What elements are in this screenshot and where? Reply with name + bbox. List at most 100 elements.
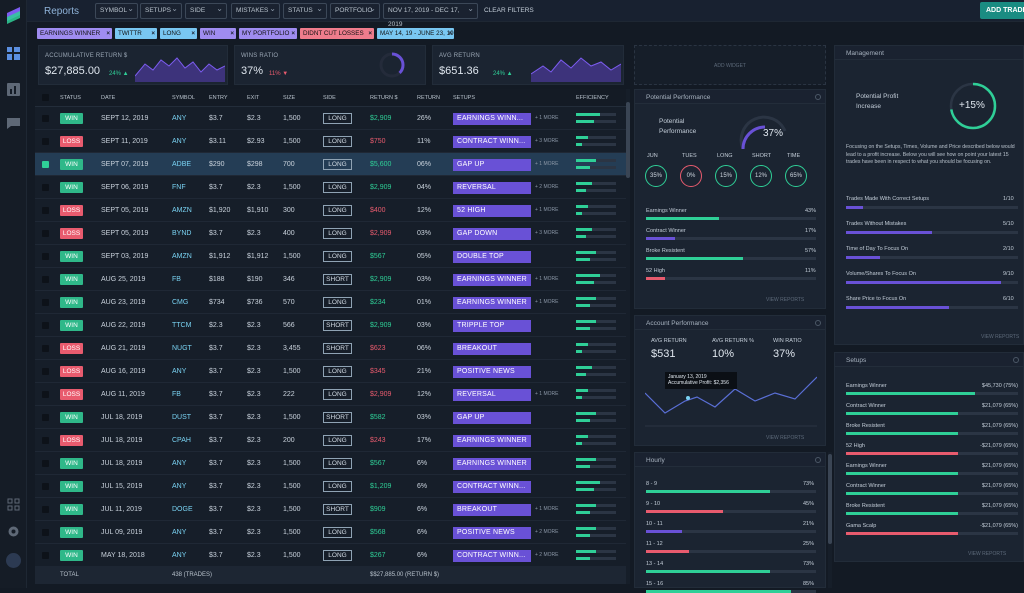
- dashboard-icon[interactable]: [7, 47, 20, 60]
- col-side[interactable]: SIDE: [323, 95, 336, 101]
- more-setups-link[interactable]: + 1 MORE: [535, 115, 559, 121]
- filter-portfolio[interactable]: PORTFOLIO: [330, 2, 380, 19]
- filter-chip[interactable]: TWITTR ×: [115, 28, 157, 39]
- trade-symbol[interactable]: TTCM: [172, 322, 192, 329]
- col-date[interactable]: DATE: [101, 95, 116, 101]
- trade-symbol[interactable]: FB: [172, 391, 181, 398]
- table-row[interactable]: LOSS SEPT 05, 2019 BYND $3.7 $2.3 400 LONG $2,9…: [35, 222, 626, 245]
- row-checkbox[interactable]: [42, 529, 49, 536]
- row-checkbox[interactable]: [42, 345, 49, 352]
- row-checkbox[interactable]: [42, 161, 49, 168]
- view-reports-link[interactable]: VIEW REPORTS: [766, 435, 805, 441]
- setup-tag[interactable]: POSITIVE NEWS: [453, 366, 531, 378]
- more-setups-link[interactable]: + 3 MORE: [535, 138, 559, 144]
- avatar[interactable]: [6, 553, 21, 568]
- setup-tag[interactable]: EARNINGS WINNER: [453, 435, 531, 447]
- setup-tag[interactable]: REVERSAL: [453, 389, 531, 401]
- filter-setups[interactable]: SETUPS: [140, 2, 182, 19]
- row-checkbox[interactable]: [42, 184, 49, 191]
- table-row[interactable]: WIN JUL 15, 2019 ANY $3.7 $2.3 1,500 LONG $1,20…: [35, 475, 626, 498]
- col-entry[interactable]: ENTRY: [209, 95, 228, 101]
- table-scrollbar[interactable]: [626, 89, 630, 584]
- filter-chip[interactable]: DIDNT CUT LOSSES ×: [300, 28, 374, 39]
- table-row[interactable]: WIN SEPT 06, 2019 FNF $3.7 $2.3 1,500 LONG $2,9…: [35, 176, 626, 199]
- trade-symbol[interactable]: ANY: [172, 483, 187, 490]
- row-checkbox[interactable]: [42, 322, 49, 329]
- row-checkbox[interactable]: [42, 552, 49, 559]
- add-widget-slot[interactable]: ADD WIDGET: [634, 45, 826, 85]
- setup-tag[interactable]: DOUBLE TOP: [453, 251, 531, 263]
- info-icon[interactable]: [815, 94, 821, 100]
- table-row[interactable]: WIN AUG 23, 2019 CMG $734 $736 570 LONG $234 01%…: [35, 291, 626, 314]
- close-icon[interactable]: ×: [230, 30, 234, 37]
- setup-tag[interactable]: GAP UP: [453, 159, 531, 171]
- col-exit[interactable]: EXIT: [247, 95, 260, 101]
- table-row[interactable]: WIN JUL 18, 2019 ANY $3.7 $2.3 1,500 LONG $567 6…: [35, 452, 626, 475]
- setup-tag[interactable]: BREAKOUT: [453, 343, 531, 355]
- setup-tag[interactable]: POSITIVE NEWS: [453, 527, 531, 539]
- row-checkbox[interactable]: [42, 138, 49, 145]
- row-checkbox[interactable]: [42, 483, 49, 490]
- more-setups-link[interactable]: + 1 MORE: [535, 506, 559, 512]
- setup-tag[interactable]: 52 HIGH: [453, 205, 531, 217]
- close-icon[interactable]: ×: [151, 30, 155, 37]
- table-row[interactable]: WIN AUG 25, 2019 FB $188 $190 346 SHORT $2,909 0…: [35, 268, 626, 291]
- chat-icon[interactable]: [7, 117, 20, 130]
- trade-symbol[interactable]: ANY: [172, 552, 187, 559]
- table-row[interactable]: WIN MAY 18, 2018 ANY $3.7 $2.3 1,500 LONG $267 6…: [35, 544, 626, 567]
- setup-tag[interactable]: EARNINGS WINNER: [453, 458, 531, 470]
- setup-tag[interactable]: CONTRACT WINN...: [453, 136, 531, 148]
- more-setups-link[interactable]: + 1 MORE: [535, 161, 559, 167]
- select-all-checkbox[interactable]: [42, 94, 49, 101]
- row-checkbox[interactable]: [42, 460, 49, 467]
- row-checkbox[interactable]: [42, 276, 49, 283]
- table-row[interactable]: WIN SEPT 12, 2019 ANY $3.7 $2.3 1,500 LONG $2,9…: [35, 107, 626, 130]
- table-row[interactable]: WIN SEPT 03, 2019 AMZN $1,912 $1,912 1,500 LON…: [35, 245, 626, 268]
- scroll-thumb[interactable]: [828, 454, 832, 544]
- info-icon[interactable]: [815, 457, 821, 463]
- table-row[interactable]: WIN JUL 11, 2019 DOGE $3.7 $2.3 1,500 SHORT $90…: [35, 498, 626, 521]
- table-row[interactable]: WIN AUG 22, 2019 TTCM $2.3 $2.3 566 SHORT $2,90…: [35, 314, 626, 337]
- filter-chip[interactable]: EARNINGS WINNER ×: [37, 28, 112, 39]
- trade-symbol[interactable]: ANY: [172, 368, 187, 375]
- table-row[interactable]: LOSS AUG 16, 2019 ANY $3.7 $2.3 1,500 LONG $345…: [35, 360, 626, 383]
- close-icon[interactable]: ×: [368, 30, 372, 37]
- trade-symbol[interactable]: ANY: [172, 115, 187, 122]
- filter-chip[interactable]: MAY 14, 19 - JUNE 23, 19 ×: [377, 28, 454, 39]
- col-symbol[interactable]: SYMBOL: [172, 95, 195, 101]
- table-row[interactable]: LOSS SEPT 11, 2019 ANY $3.11 $2.93 1,500 LONG $…: [35, 130, 626, 153]
- close-icon[interactable]: ×: [106, 30, 110, 37]
- add-trade-button[interactable]: ADD TRADE: [980, 2, 1024, 19]
- setup-tag[interactable]: REVERSAL: [453, 182, 531, 194]
- clear-filters-link[interactable]: CLEAR FILTERS: [484, 7, 534, 14]
- trade-symbol[interactable]: FNF: [172, 184, 186, 191]
- more-setups-link[interactable]: + 1 MORE: [535, 207, 559, 213]
- more-setups-link[interactable]: + 2 MORE: [535, 529, 559, 535]
- table-row[interactable]: WIN JUL 09, 2019 ANY $3.7 $2.3 1,500 LONG $568 6…: [35, 521, 626, 544]
- table-row[interactable]: WIN JUL 18, 2019 DUST $3.7 $2.3 1,500 SHORT $58…: [35, 406, 626, 429]
- trade-symbol[interactable]: AMZN: [172, 253, 192, 260]
- setup-tag[interactable]: GAP DOWN: [453, 228, 531, 240]
- row-checkbox[interactable]: [42, 230, 49, 237]
- table-row[interactable]: LOSS JUL 18, 2019 CPAH $3.7 $2.3 200 LONG $243 1…: [35, 429, 626, 452]
- trade-symbol[interactable]: CMG: [172, 299, 189, 306]
- more-setups-link[interactable]: + 1 MORE: [535, 299, 559, 305]
- col-status[interactable]: STATUS: [60, 95, 81, 101]
- table-row[interactable]: WIN SEPT 07, 2019 ADBE $290 $298 700 LONG $5,60…: [35, 153, 626, 176]
- view-reports-link[interactable]: VIEW REPORTS: [981, 334, 1020, 340]
- trade-symbol[interactable]: FB: [172, 276, 181, 283]
- more-setups-link[interactable]: + 1 MORE: [535, 391, 559, 397]
- setup-tag[interactable]: CONTRACT WINN...: [453, 481, 531, 493]
- reports-icon[interactable]: [7, 83, 20, 96]
- row-checkbox[interactable]: [42, 368, 49, 375]
- setup-tag[interactable]: BREAKOUT: [453, 504, 531, 516]
- filter-chip[interactable]: WIN ×: [200, 28, 236, 39]
- setup-tag[interactable]: EARNINGS WINNER: [453, 274, 531, 286]
- filter-chip[interactable]: MY PORTFOLIO ×: [239, 28, 297, 39]
- date-range-picker[interactable]: NOV 17, 2019 - DEC 17, 2019: [383, 2, 478, 28]
- row-checkbox[interactable]: [42, 253, 49, 260]
- row-checkbox[interactable]: [42, 506, 49, 513]
- row-checkbox[interactable]: [42, 299, 49, 306]
- trade-symbol[interactable]: BYND: [172, 230, 192, 237]
- settings-icon[interactable]: [7, 525, 20, 538]
